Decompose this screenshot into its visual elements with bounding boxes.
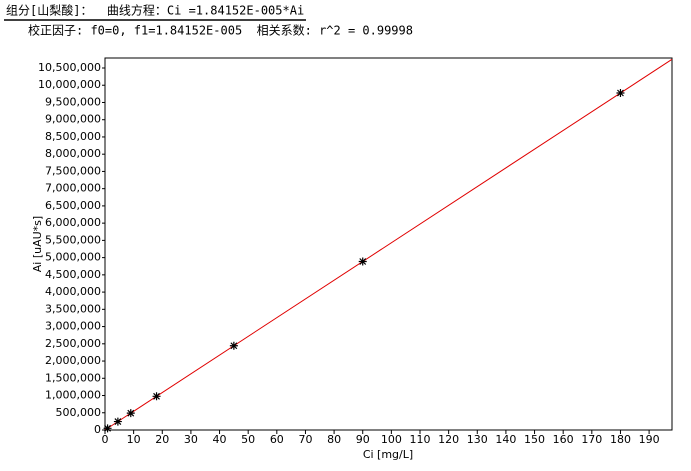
x-tick-label: 130 xyxy=(467,433,488,446)
plot-frame xyxy=(104,57,673,431)
y-tick-label: 6,000,000 xyxy=(45,216,101,229)
y-tick-label: 4,000,000 xyxy=(45,285,101,298)
x-tick-label: 160 xyxy=(553,433,574,446)
x-tick-label: 40 xyxy=(213,433,227,446)
x-tick-label: 180 xyxy=(610,433,631,446)
x-tick-label: 90 xyxy=(356,433,370,446)
data-point xyxy=(152,392,161,401)
x-tick-label: 100 xyxy=(381,433,402,446)
y-tick-label: 5,000,000 xyxy=(45,251,101,264)
y-tick-label: 9,000,000 xyxy=(45,113,101,126)
data-point xyxy=(616,89,625,98)
y-tick-label: 2,000,000 xyxy=(45,354,101,367)
x-tick-label: 190 xyxy=(639,433,660,446)
y-tick-label: 500,000 xyxy=(56,406,102,419)
y-tick-label: 5,500,000 xyxy=(45,233,101,246)
fit-line xyxy=(104,58,673,431)
y-tick-label: 3,500,000 xyxy=(45,302,101,315)
chart-subtitle: 校正因子: f0=0, f1=1.84152E-005 相关系数: r^2 = … xyxy=(28,23,413,38)
x-tick-label: 140 xyxy=(495,433,516,446)
y-tick-label: 6,500,000 xyxy=(45,199,101,212)
x-tick-label: 70 xyxy=(298,433,312,446)
y-tick-label: 3,000,000 xyxy=(45,320,101,333)
x-tick-label: 110 xyxy=(410,433,431,446)
data-point xyxy=(113,417,122,426)
x-tick-label: 170 xyxy=(581,433,602,446)
data-point xyxy=(229,341,238,350)
y-tick-label: 7,000,000 xyxy=(45,182,101,195)
y-tick-label: 2,500,000 xyxy=(45,337,101,350)
y-tick-label: 1,000,000 xyxy=(45,389,101,402)
x-tick-label: 120 xyxy=(438,433,459,446)
data-point xyxy=(126,409,135,418)
x-tick-label: 80 xyxy=(327,433,341,446)
y-tick-label: 4,500,000 xyxy=(45,268,101,281)
y-tick-label: 10,000,000 xyxy=(38,78,101,91)
chart-title: 组分[山梨酸]： 曲线方程：Ci =1.84152E-005*Ai xyxy=(6,3,304,18)
x-tick-label: 0 xyxy=(102,433,109,446)
x-axis-label: Ci [mg/L] xyxy=(363,448,413,461)
data-point xyxy=(103,424,112,433)
y-axis-label: Ai [uAU*s] xyxy=(31,216,44,272)
x-tick-label: 150 xyxy=(524,433,545,446)
y-tick-label: 8,000,000 xyxy=(45,147,101,160)
x-tick-label: 30 xyxy=(184,433,198,446)
x-tick-label: 20 xyxy=(155,433,169,446)
y-tick-label: 10,500,000 xyxy=(38,61,101,74)
y-tick-label: 0 xyxy=(94,423,101,436)
x-tick-label: 10 xyxy=(127,433,141,446)
data-point xyxy=(358,257,367,266)
y-tick-label: 9,500,000 xyxy=(45,95,101,108)
x-tick-label: 50 xyxy=(241,433,255,446)
x-tick-label: 60 xyxy=(270,433,284,446)
y-tick-label: 7,500,000 xyxy=(45,164,101,177)
y-tick-label: 8,500,000 xyxy=(45,130,101,143)
y-tick-label: 1,500,000 xyxy=(45,371,101,384)
